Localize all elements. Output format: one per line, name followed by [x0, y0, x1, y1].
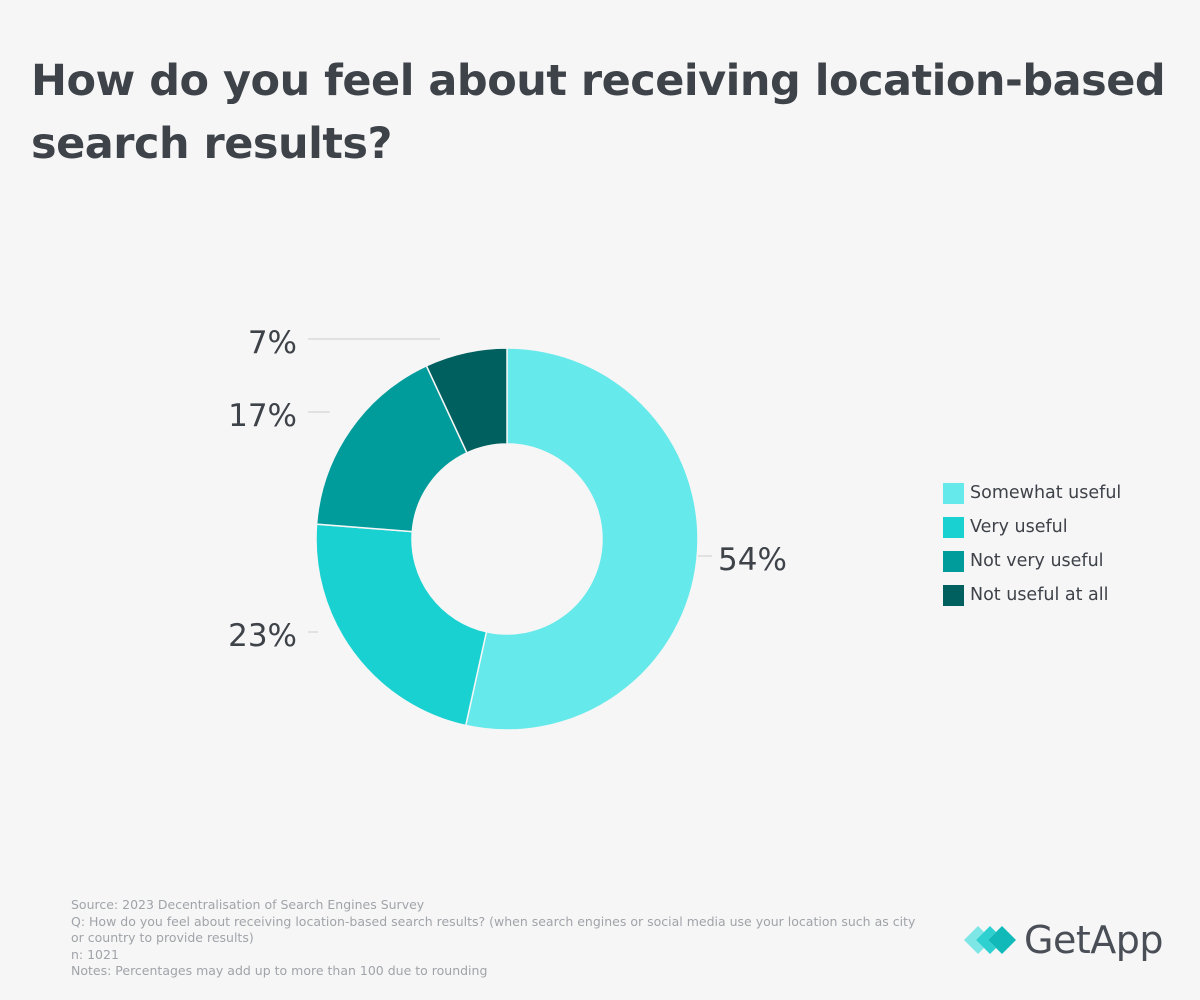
getapp-logo: GetApp — [962, 918, 1163, 962]
legend-item: Not useful at all — [943, 578, 1121, 612]
sample-size-note: n: 1021 — [71, 946, 119, 962]
data-label: 7% — [248, 325, 297, 361]
chart-legend: Somewhat useful Very useful Not very use… — [943, 476, 1121, 612]
donut-slice — [425, 347, 508, 454]
donut-slice — [315, 364, 468, 533]
legend-item: Very useful — [943, 510, 1121, 544]
legend-swatch — [943, 550, 964, 572]
chart-title: How do you feel about receiving location… — [31, 56, 1166, 169]
rounding-note: Notes: Percentages may add up to more th… — [71, 963, 488, 978]
legend-label: Somewhat useful — [970, 483, 1122, 503]
question-note: Q: How do you feel about receiving locat… — [71, 913, 916, 946]
donut-slice — [315, 523, 488, 727]
legend-swatch — [943, 482, 964, 504]
legend-label: Not useful at all — [970, 585, 1109, 605]
data-label: 17% — [228, 398, 297, 434]
legend-item: Somewhat useful — [943, 476, 1121, 510]
source-note: Source: 2023 Decentralisation of Search … — [71, 897, 425, 912]
donut-slice — [464, 347, 699, 731]
legend-item: Not very useful — [943, 544, 1121, 578]
getapp-logo-icon — [964, 926, 1016, 954]
chart-footer: Source: 2023 Decentralisation of Search … — [71, 897, 921, 980]
data-label: 23% — [228, 618, 297, 654]
legend-label: Not very useful — [970, 551, 1104, 571]
logo-text: GetApp — [1024, 918, 1163, 962]
legend-swatch — [943, 516, 964, 538]
data-label: 54% — [718, 542, 787, 578]
legend-swatch — [943, 584, 964, 606]
legend-label: Very useful — [970, 517, 1068, 537]
